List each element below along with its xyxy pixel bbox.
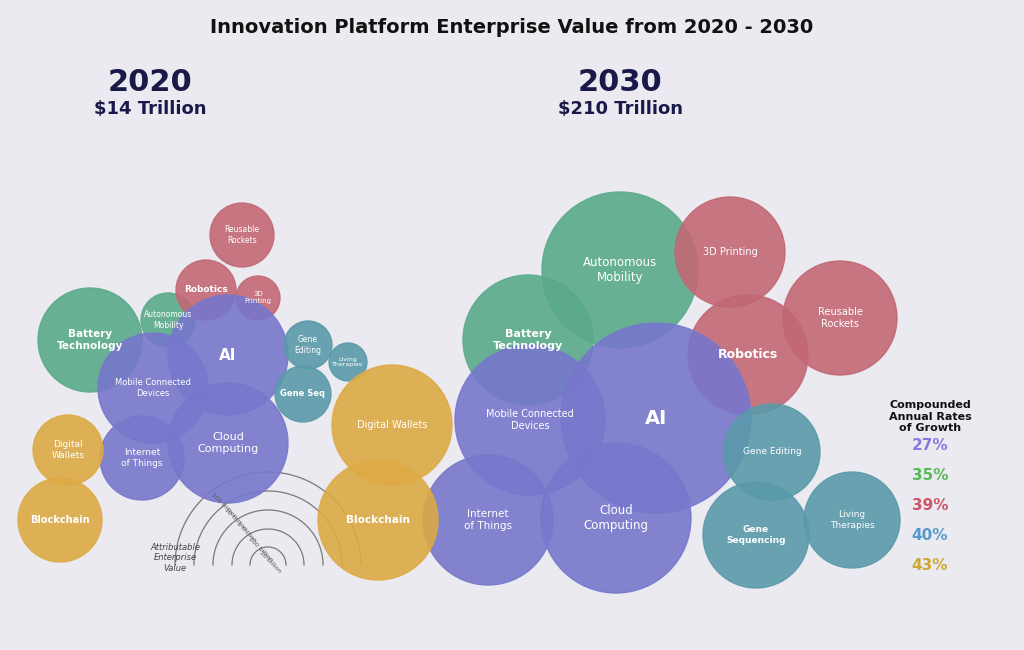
Text: Mobile Connected
Devices: Mobile Connected Devices	[486, 410, 573, 431]
Circle shape	[688, 295, 808, 415]
Circle shape	[561, 323, 751, 513]
Text: 35%: 35%	[911, 467, 948, 482]
Circle shape	[541, 443, 691, 593]
Text: Battery
Technology: Battery Technology	[56, 329, 123, 351]
Circle shape	[804, 472, 900, 568]
Text: Compounded
Annual Rates
of Growth: Compounded Annual Rates of Growth	[889, 400, 972, 433]
Text: $210 Trillion: $210 Trillion	[557, 100, 683, 118]
Circle shape	[542, 192, 698, 348]
Circle shape	[284, 321, 332, 369]
Text: 1 trillion: 1 trillion	[234, 521, 257, 543]
Text: 100 trillion: 100 trillion	[211, 492, 238, 519]
Circle shape	[423, 455, 553, 585]
Text: 2030: 2030	[578, 68, 663, 97]
Text: Blockchain: Blockchain	[346, 515, 410, 525]
Text: Gene Seq: Gene Seq	[281, 389, 326, 398]
Text: Digital
Wallets: Digital Wallets	[51, 440, 84, 460]
Text: Mobile Connected
Devices: Mobile Connected Devices	[115, 378, 190, 398]
Text: Living
Therapies: Living Therapies	[829, 510, 874, 530]
Circle shape	[141, 293, 195, 347]
Text: Blockchain: Blockchain	[30, 515, 90, 525]
Circle shape	[98, 333, 208, 443]
Circle shape	[332, 365, 452, 485]
Text: AI: AI	[645, 408, 667, 428]
Circle shape	[38, 288, 142, 392]
Circle shape	[675, 197, 785, 307]
Text: Internet
of Things: Internet of Things	[464, 509, 512, 531]
Circle shape	[210, 203, 274, 267]
Text: Digital Wallets: Digital Wallets	[356, 420, 427, 430]
Circle shape	[236, 276, 280, 320]
Circle shape	[463, 275, 593, 405]
Text: Internet
of Things: Internet of Things	[121, 448, 163, 468]
Circle shape	[783, 261, 897, 375]
Circle shape	[168, 295, 288, 415]
Text: 100 billion: 100 billion	[247, 536, 273, 563]
Circle shape	[275, 366, 331, 422]
Circle shape	[724, 404, 820, 500]
Text: Autonomous
Mobility: Autonomous Mobility	[144, 310, 193, 330]
Text: Gene
Editing: Gene Editing	[295, 335, 322, 355]
Text: Cloud
Computing: Cloud Computing	[198, 432, 259, 454]
Text: 3D
Printing: 3D Printing	[245, 291, 271, 304]
Text: 3D Printing: 3D Printing	[702, 247, 758, 257]
Text: Battery
Technology: Battery Technology	[493, 329, 563, 351]
Circle shape	[100, 416, 184, 500]
Text: Living
Therapies: Living Therapies	[333, 357, 364, 367]
Text: Innovation Platform Enterprise Value from 2020 - 2030: Innovation Platform Enterprise Value fro…	[210, 18, 814, 37]
Text: Gene
Sequencing: Gene Sequencing	[726, 525, 785, 545]
Text: Autonomous
Mobility: Autonomous Mobility	[583, 256, 657, 284]
Circle shape	[18, 478, 102, 562]
Text: Robotics: Robotics	[184, 285, 228, 294]
Text: 10 trillion: 10 trillion	[223, 507, 248, 532]
Circle shape	[318, 460, 438, 580]
Circle shape	[168, 383, 288, 503]
Circle shape	[329, 343, 367, 381]
Text: Robotics: Robotics	[718, 348, 778, 361]
Text: 10 billion: 10 billion	[258, 550, 283, 574]
Text: Cloud
Computing: Cloud Computing	[584, 504, 648, 532]
Text: 27%: 27%	[911, 437, 948, 452]
Text: $14 Trillion: $14 Trillion	[94, 100, 206, 118]
Text: 39%: 39%	[911, 497, 948, 512]
Circle shape	[33, 415, 103, 485]
Circle shape	[455, 345, 605, 495]
Text: 40%: 40%	[911, 528, 948, 543]
Text: 2020: 2020	[108, 68, 193, 97]
Text: Reusable
Rockets: Reusable Rockets	[224, 226, 259, 244]
Text: Gene Editing: Gene Editing	[742, 447, 802, 456]
Text: 43%: 43%	[911, 558, 948, 573]
Circle shape	[703, 482, 809, 588]
Circle shape	[176, 260, 236, 320]
Text: Reusable
Rockets: Reusable Rockets	[817, 307, 862, 329]
Text: Attributable
Enterprise
Value: Attributable Enterprise Value	[150, 543, 200, 573]
Text: AI: AI	[219, 348, 237, 363]
